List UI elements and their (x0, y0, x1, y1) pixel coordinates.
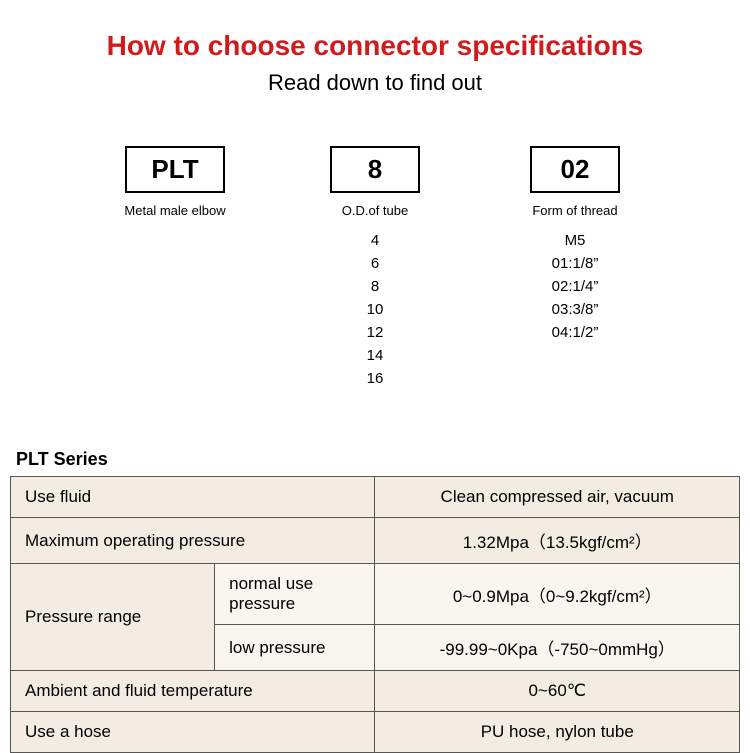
page-subtitle: Read down to find out (10, 70, 740, 96)
table-row: Use fluid Clean compressed air, vacuum (11, 477, 740, 518)
code-options-od: 4 6 8 10 12 14 16 (367, 230, 384, 389)
code-breakdown-row: PLT Metal male elbow 8 O.D.of tube 4 6 8… (10, 146, 740, 389)
spec-label: Use a hose (11, 712, 375, 753)
code-label-od: O.D.of tube (342, 203, 408, 218)
code-box-thread: 02 (530, 146, 620, 193)
code-opt: 12 (367, 322, 384, 343)
code-box-od: 8 (330, 146, 420, 193)
code-label-thread: Form of thread (532, 203, 617, 218)
code-label-plt: Metal male elbow (124, 203, 225, 218)
spec-value: Clean compressed air, vacuum (375, 477, 740, 518)
spec-label: Ambient and fluid temperature (11, 671, 375, 712)
page-title: How to choose connector specifications (10, 30, 740, 62)
code-opt: 03:3/8” (552, 299, 599, 320)
code-opt: 02:1/4” (552, 276, 599, 297)
spec-value: 0~60℃ (375, 671, 740, 712)
table-row: Maximum operating pressure 1.32Mpa（13.5k… (11, 518, 740, 564)
spec-sublabel: normal use pressure (215, 564, 375, 625)
code-opt: 6 (371, 253, 379, 274)
spec-label: Pressure range (11, 564, 215, 671)
table-row: Use a hose PU hose, nylon tube (11, 712, 740, 753)
spec-sublabel: low pressure (215, 625, 375, 671)
spec-value: PU hose, nylon tube (375, 712, 740, 753)
code-opt: 10 (367, 299, 384, 320)
code-opt: M5 (565, 230, 586, 251)
table-row: Ambient and fluid temperature 0~60℃ (11, 671, 740, 712)
code-opt: 14 (367, 345, 384, 366)
code-col-od: 8 O.D.of tube 4 6 8 10 12 14 16 (310, 146, 440, 389)
spec-value: 1.32Mpa（13.5kgf/cm²） (375, 518, 740, 564)
spec-label: Maximum operating pressure (11, 518, 375, 564)
code-box-plt: PLT (125, 146, 224, 193)
code-opt: 04:1/2” (552, 322, 599, 343)
code-opt: 4 (371, 230, 379, 251)
code-opt: 01:1/8” (552, 253, 599, 274)
spec-table: Use fluid Clean compressed air, vacuum M… (10, 476, 740, 753)
code-col-thread: 02 Form of thread M5 01:1/8” 02:1/4” 03:… (510, 146, 640, 389)
series-title: PLT Series (16, 449, 740, 470)
table-row: Pressure range normal use pressure 0~0.9… (11, 564, 740, 625)
code-options-thread: M5 01:1/8” 02:1/4” 03:3/8” 04:1/2” (552, 230, 599, 343)
spec-value: 0~0.9Mpa（0~9.2kgf/cm²） (375, 564, 740, 625)
code-opt: 8 (371, 276, 379, 297)
spec-label: Use fluid (11, 477, 375, 518)
code-col-plt: PLT Metal male elbow (110, 146, 240, 389)
spec-value: -99.99~0Kpa（-750~0mmHg） (375, 625, 740, 671)
code-opt: 16 (367, 368, 384, 389)
